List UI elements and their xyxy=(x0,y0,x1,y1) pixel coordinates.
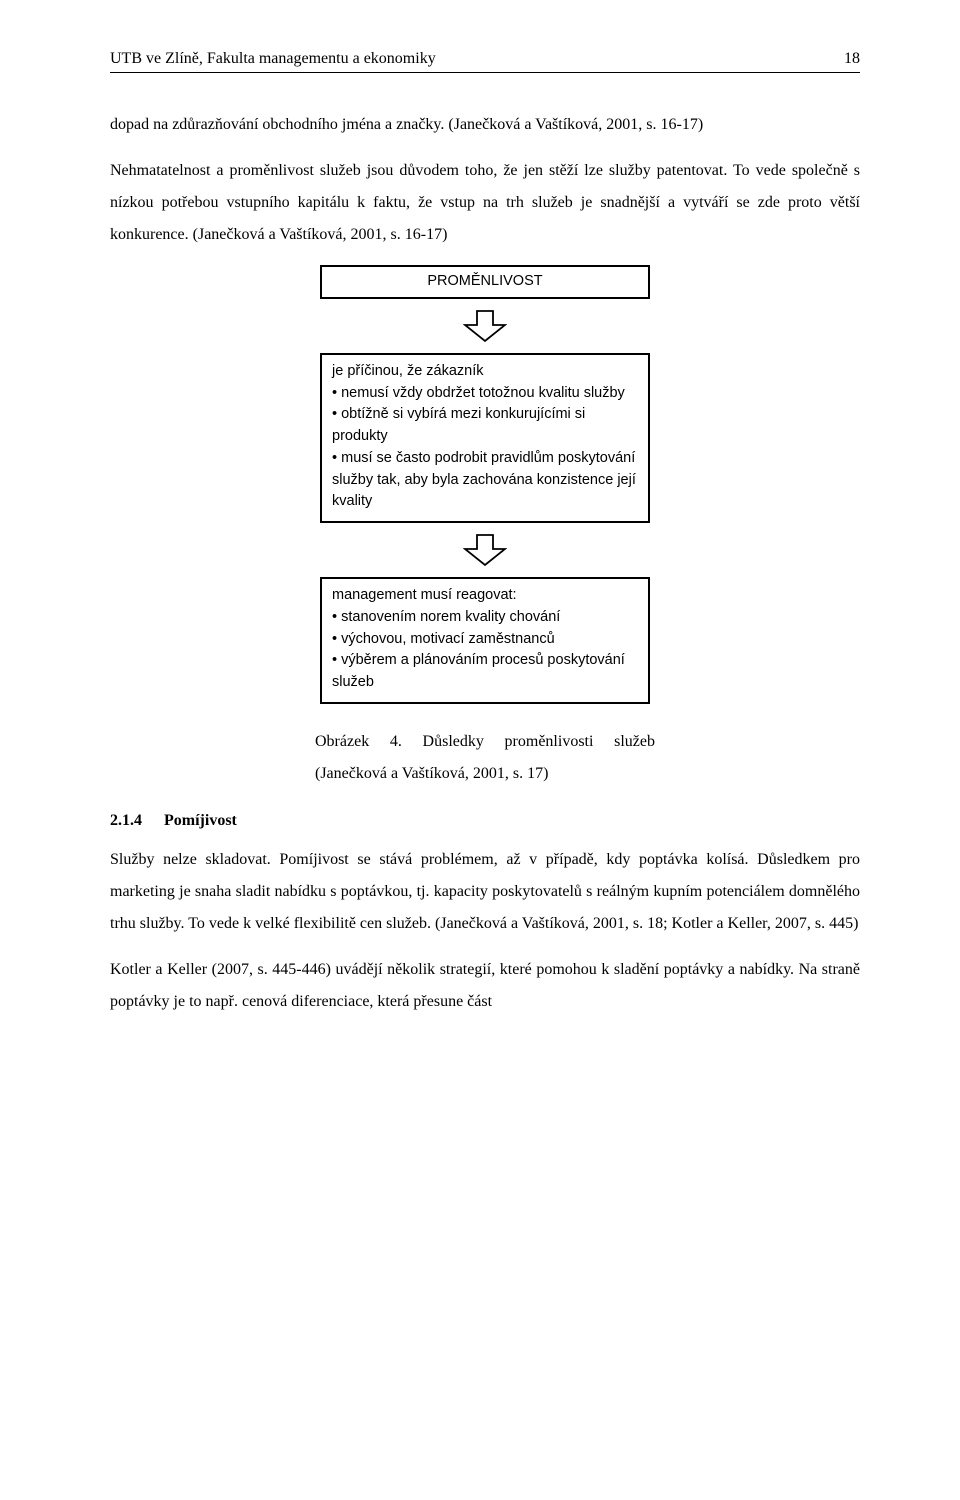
box2-item-0: • nemusí vždy obdržet totožnou kvalitu s… xyxy=(332,383,638,405)
box3-item-1: • výchovou, motivací zaměstnanců xyxy=(332,629,638,651)
section-number: 2.1.4 xyxy=(110,812,142,829)
diagram-box-title: PROMĚNLIVOST xyxy=(320,265,650,299)
header-title: UTB ve Zlíně, Fakulta managementu a ekon… xyxy=(110,50,436,68)
diagram-box-management: management musí reagovat: • stanovením n… xyxy=(320,577,650,704)
section-heading: 2.1.4 Pomíjivost xyxy=(110,812,860,830)
header-page-number: 18 xyxy=(844,50,860,68)
paragraph-3: Služby nelze skladovat. Pomíjivost se st… xyxy=(110,844,860,940)
section-title: Pomíjivost xyxy=(164,812,237,829)
paragraph-2: Nehmatatelnost a proměnlivost služeb jso… xyxy=(110,155,860,251)
diagram-box-causes: je příčinou, že zákazník • nemusí vždy o… xyxy=(320,353,650,523)
figure-caption: Obrázek 4. Důsledky proměnlivosti služeb… xyxy=(315,726,655,790)
figure-caption-wrap: Obrázek 4. Důsledky proměnlivosti služeb… xyxy=(110,726,860,790)
page-header: UTB ve Zlíně, Fakulta managementu a ekon… xyxy=(110,50,860,73)
box3-lead: management musí reagovat: xyxy=(332,585,638,607)
arrow-down-icon xyxy=(463,533,507,567)
arrow-down-icon xyxy=(463,309,507,343)
diagram-container: PROMĚNLIVOST je příčinou, že zákazník • … xyxy=(110,265,860,704)
paragraph-1: dopad na zdůrazňování obchodního jména a… xyxy=(110,109,860,141)
box3-item-2: • výběrem a plánováním procesů poskytová… xyxy=(332,650,638,694)
box2-lead: je příčinou, že zákazník xyxy=(332,361,638,383)
box3-item-0: • stanovením norem kvality chování xyxy=(332,607,638,629)
paragraph-4: Kotler a Keller (2007, s. 445-446) uvádě… xyxy=(110,954,860,1018)
flowchart-diagram: PROMĚNLIVOST je příčinou, že zákazník • … xyxy=(320,265,650,704)
box2-item-1: • obtížně si vybírá mezi konkurujícími s… xyxy=(332,404,638,448)
box2-item-2: • musí se často podrobit pravidlům posky… xyxy=(332,448,638,513)
